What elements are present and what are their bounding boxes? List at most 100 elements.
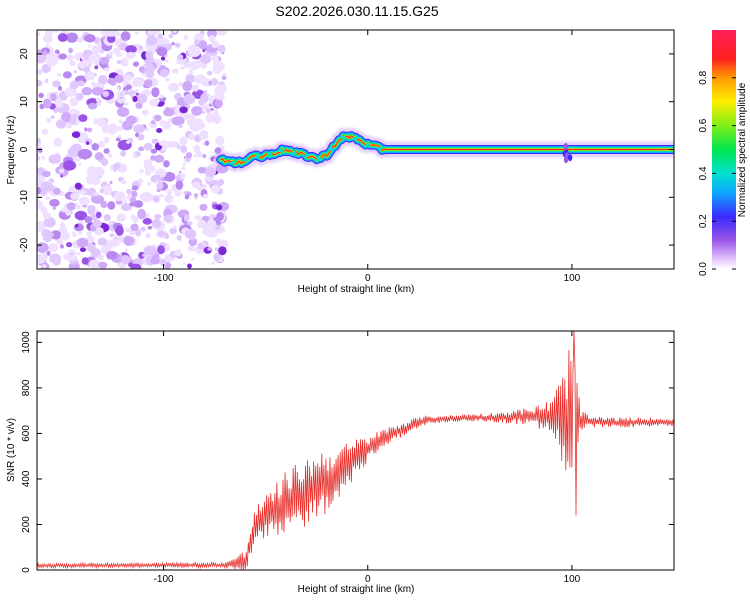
noise-blob: [208, 80, 213, 86]
noise-blob: [143, 79, 153, 88]
noise-blob: [160, 69, 169, 78]
noise-blob: [53, 30, 59, 33]
y-tick-label: 800: [21, 379, 32, 396]
noise-blob: [88, 178, 95, 184]
noise-blob: [74, 204, 82, 210]
noise-blob: [178, 81, 183, 86]
y-tick-label: 0: [19, 146, 30, 152]
noise-blob: [155, 180, 159, 185]
noise-blob: [146, 30, 156, 36]
spectrogram-ylabel: Frequency (Hz): [6, 116, 17, 185]
spectrogram-noise: [37, 30, 230, 269]
noise-blob: [125, 115, 137, 125]
noise-blob: [218, 246, 227, 256]
noise-blob: [200, 93, 209, 104]
noise-blob: [215, 135, 225, 146]
noise-blob: [52, 206, 56, 210]
noise-blob: [54, 99, 64, 108]
noise-blob: [101, 158, 109, 166]
noise-blob: [92, 192, 97, 196]
noise-blob: [87, 205, 96, 216]
y-tick-label: 10: [19, 96, 30, 108]
noise-blob: [99, 56, 110, 65]
noise-blob: [172, 225, 177, 230]
noise-blob: [138, 45, 144, 50]
noise-blob: [107, 201, 116, 210]
noise-blob: [41, 264, 47, 268]
noise-blob: [168, 33, 173, 39]
noise-blob: [183, 94, 196, 105]
noise-blob: [126, 140, 131, 144]
noise-blob: [169, 227, 177, 235]
noise-blob: [141, 109, 149, 116]
noise-blob: [197, 243, 205, 250]
noise-blob: [37, 221, 46, 232]
noise-blob: [147, 225, 153, 230]
spectrogram-xlabel: Height of straight line (km): [298, 284, 415, 295]
noise-blob: [60, 174, 64, 178]
noise-blob: [143, 159, 153, 166]
noise-blob: [123, 198, 128, 203]
noise-blob: [45, 78, 49, 83]
noise-blob: [103, 148, 110, 154]
noise-blob: [68, 254, 78, 261]
noise-blob: [37, 147, 43, 153]
noise-blob: [116, 126, 123, 132]
ridge-spot: [304, 153, 309, 158]
colorbar: 0.0 0.2 0.4 0.6 0.8 Normalized spectral ampl…: [698, 30, 748, 276]
noise-blob: [115, 225, 124, 236]
noise-blob: [202, 153, 207, 159]
snr-frame: [36, 330, 675, 571]
noise-blob: [106, 239, 117, 248]
noise-blob: [86, 141, 90, 145]
noise-blob: [65, 210, 72, 216]
noise-blob: [133, 124, 146, 134]
noise-blob: [180, 66, 186, 70]
colorbar-gradient: [712, 30, 736, 269]
noise-blob: [154, 154, 165, 163]
noise-blob: [149, 98, 159, 107]
noise-blob: [43, 98, 52, 109]
noise-blob: [84, 216, 93, 224]
noise-blob: [133, 61, 139, 67]
noise-blob: [94, 152, 104, 161]
noise-blob: [180, 173, 186, 179]
noise-blob: [174, 189, 182, 197]
noise-blob: [163, 108, 175, 117]
noise-blob: [199, 203, 208, 211]
noise-blob: [77, 148, 93, 160]
noise-blob: [151, 138, 159, 144]
noise-blob: [189, 72, 194, 75]
noise-blob: [197, 166, 206, 174]
noise-blob: [176, 235, 182, 241]
noise-blob: [126, 51, 136, 59]
noise-blob: [151, 252, 160, 263]
noise-blob: [178, 124, 183, 129]
noise-blob: [88, 102, 98, 110]
noise-blob: [157, 245, 165, 255]
ridge-layer-6: [220, 135, 674, 165]
noise-blob: [187, 221, 193, 226]
noise-blob: [207, 70, 213, 76]
noise-blob: [183, 191, 187, 195]
ridge-spot: [340, 136, 346, 140]
noise-blob: [57, 85, 63, 91]
noise-blob: [103, 136, 110, 144]
noise-blob: [142, 218, 152, 225]
noise-blob: [161, 38, 170, 45]
noise-blob: [74, 182, 82, 190]
noise-blob: [99, 188, 105, 194]
noise-blob: [139, 191, 154, 203]
x-tick-label: -100: [154, 574, 174, 585]
noise-blob: [206, 30, 218, 38]
noise-blob: [74, 210, 88, 221]
noise-blob: [163, 160, 170, 168]
noise-blob: [129, 202, 136, 207]
noise-blob: [41, 128, 49, 135]
noise-blob: [204, 140, 210, 146]
ridge-spot: [291, 151, 297, 155]
noise-blob: [131, 190, 138, 198]
noise-blob: [42, 170, 51, 178]
